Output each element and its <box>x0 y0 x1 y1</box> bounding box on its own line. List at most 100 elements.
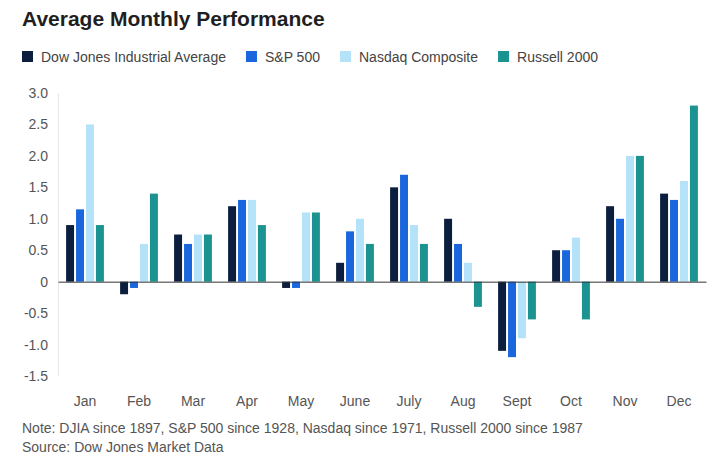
x-tick-label: July <box>397 393 422 409</box>
bar <box>444 219 452 282</box>
x-tick-label: Aug <box>451 393 476 409</box>
legend-item: Dow Jones Industrial Average <box>22 49 226 65</box>
bar <box>400 175 408 282</box>
title: Average Monthly Performance <box>22 7 325 30</box>
bars <box>66 106 698 358</box>
y-tick: 2.5 <box>29 116 58 132</box>
y-tick-label: 3.0 <box>29 85 49 101</box>
y-tick: 2.0 <box>29 148 58 164</box>
y-tick: 1.5 <box>29 179 58 195</box>
x-axis: Jan Feb Mar Apr May June July Aug Sept Oct Nov Dec <box>59 282 707 409</box>
bar <box>194 235 202 282</box>
bar <box>302 212 310 281</box>
bar <box>626 156 634 282</box>
bar <box>636 156 644 282</box>
bar <box>616 219 624 282</box>
bar <box>174 235 182 282</box>
bar <box>552 250 560 281</box>
series <box>76 175 678 357</box>
x-tick: Feb <box>127 282 151 409</box>
bar <box>454 244 462 282</box>
bar <box>562 250 570 281</box>
y-tick-label: 0.5 <box>29 242 49 258</box>
y-axis: -1.5 -1.0 -0.5 0 0.5 1.0 1.5 2.0 2.5 3.0 <box>24 85 59 384</box>
legend-label: Russell 2000 <box>517 49 598 65</box>
bar <box>336 263 344 282</box>
chart: Average Monthly Performance Dow Jones Ind… <box>0 0 714 460</box>
legend-label: Dow Jones Industrial Average <box>41 49 226 65</box>
bar <box>606 206 614 281</box>
y-tick-label: -0.5 <box>24 305 48 321</box>
legend-swatch <box>498 51 509 62</box>
legend-label: S&P 500 <box>265 49 320 65</box>
bar <box>670 200 678 282</box>
legend-item: Russell 2000 <box>498 49 598 65</box>
y-tick: 0 <box>40 274 58 290</box>
x-tick: Aug <box>451 282 476 409</box>
bar <box>184 244 192 282</box>
y-tick: 3.0 <box>29 85 58 101</box>
bar <box>680 181 688 282</box>
bar <box>258 225 266 282</box>
legend-swatch <box>246 51 257 62</box>
x-tick: Mar <box>181 282 205 409</box>
y-tick: -0.5 <box>24 305 58 321</box>
bar <box>420 244 428 282</box>
x-tick-label: Sept <box>503 393 532 409</box>
bar <box>410 225 418 282</box>
y-tick-label: 1.0 <box>29 211 49 227</box>
x-tick: Dec <box>667 282 692 409</box>
bar <box>248 200 256 282</box>
source: Source: Dow Jones Market Data <box>22 439 224 455</box>
bar <box>140 244 148 282</box>
note: Note: DJIA since 1897, S&P 500 since 192… <box>22 420 583 436</box>
y-tick-label: 2.5 <box>29 116 49 132</box>
bar <box>96 225 104 282</box>
x-tick-label: June <box>340 393 371 409</box>
bar <box>228 206 236 281</box>
y-tick-label: -1.0 <box>24 337 48 353</box>
bar <box>204 235 212 282</box>
x-tick: May <box>288 282 314 409</box>
x-tick-label: Apr <box>236 393 258 409</box>
bar <box>312 212 320 281</box>
y-tick-label: 1.5 <box>29 179 49 195</box>
x-tick-label: Feb <box>127 393 151 409</box>
bar <box>390 187 398 281</box>
x-tick-label: Oct <box>560 393 582 409</box>
legend-item: Nasdaq Composite <box>340 49 478 65</box>
bar <box>346 231 354 281</box>
series <box>66 187 668 351</box>
legend-swatch <box>22 51 33 62</box>
y-tick-label: -1.5 <box>24 368 48 384</box>
bar <box>474 282 482 307</box>
x-tick-label: May <box>288 393 314 409</box>
x-tick: Jan <box>74 282 97 409</box>
bar <box>66 225 74 282</box>
y-tick: -1.0 <box>24 337 58 353</box>
legend-label: Nasdaq Composite <box>359 49 478 65</box>
x-tick-label: Mar <box>181 393 205 409</box>
y-tick-label: 2.0 <box>29 148 49 164</box>
bar <box>690 106 698 282</box>
x-axis-line <box>59 282 707 283</box>
bar <box>76 209 84 281</box>
legend-swatch <box>340 51 351 62</box>
y-tick-label: 0 <box>40 274 48 290</box>
bar <box>238 200 246 282</box>
x-tick: July <box>397 282 422 409</box>
x-tick: June <box>340 282 371 409</box>
y-tick: 1.0 <box>29 211 58 227</box>
x-tick: Apr <box>236 282 258 409</box>
x-tick-label: Dec <box>667 393 692 409</box>
y-tick: 0.5 <box>29 242 58 258</box>
bar <box>518 282 526 339</box>
bar <box>120 282 128 295</box>
bar <box>508 282 516 357</box>
x-tick: Sept <box>503 282 532 409</box>
bar <box>366 244 374 282</box>
bar <box>356 219 364 282</box>
x-tick-label: Nov <box>613 393 638 409</box>
series <box>86 124 688 338</box>
bar <box>572 238 580 282</box>
